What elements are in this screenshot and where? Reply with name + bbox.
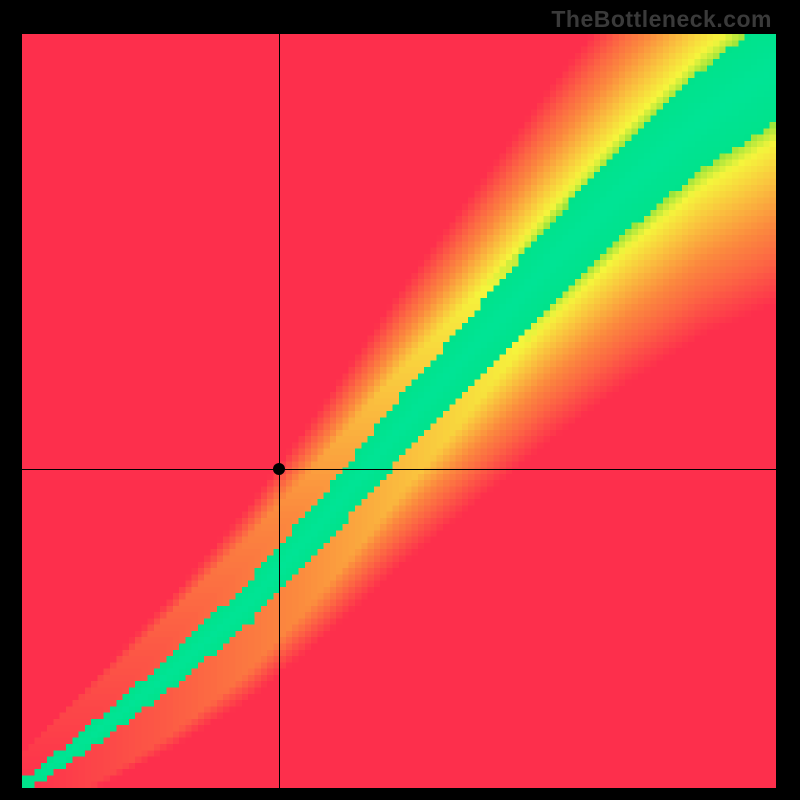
crosshair-vertical bbox=[279, 34, 280, 788]
plot-frame bbox=[22, 34, 776, 788]
chart-container: TheBottleneck.com bbox=[0, 0, 800, 800]
data-point-marker bbox=[273, 463, 285, 475]
heatmap-canvas bbox=[22, 34, 776, 788]
crosshair-horizontal bbox=[22, 469, 776, 470]
watermark-text: TheBottleneck.com bbox=[551, 6, 772, 33]
